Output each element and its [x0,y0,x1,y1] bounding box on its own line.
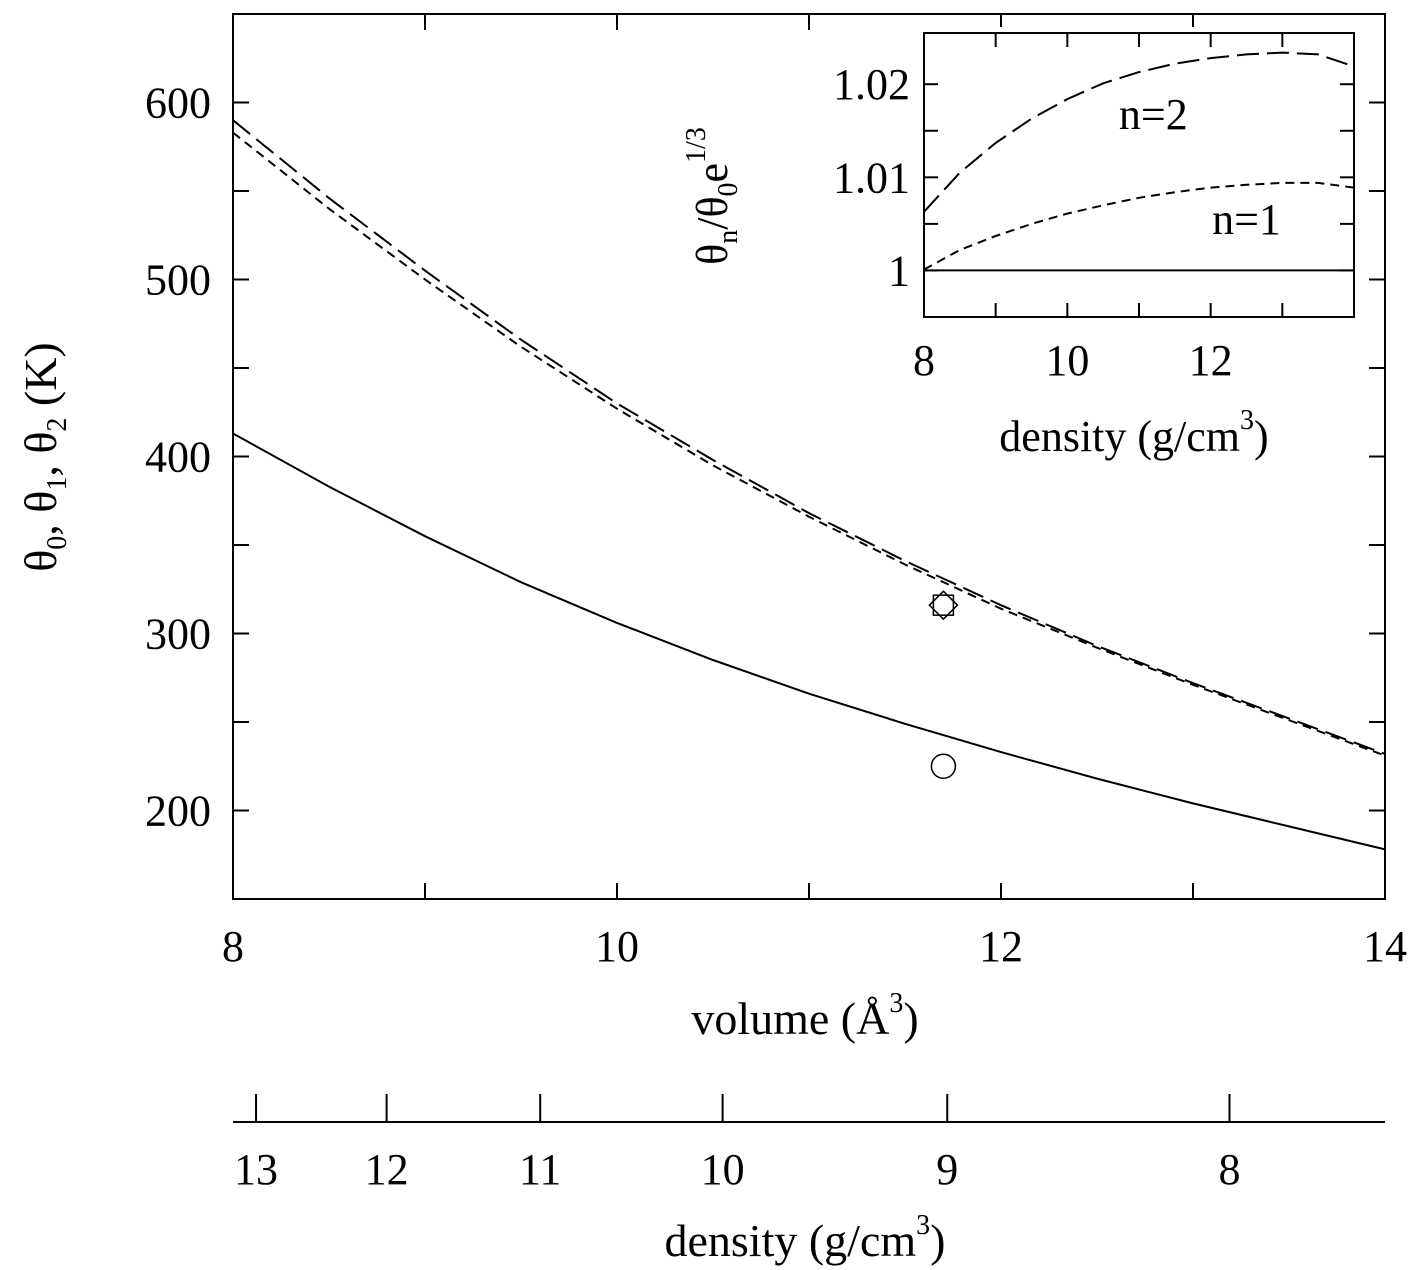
inset-y-label-theta: /θ [688,196,737,229]
secondary-axis-label-end: ) [930,1215,945,1266]
inset-y-axis-label: θn/θ0e1/3 [681,127,744,265]
y-label-sub: 0 [42,536,73,550]
x-axis-label: volume (Å3) [691,988,918,1044]
inset-y-label-e: e [688,163,737,183]
secondary-axis-label-sup: 3 [916,1210,930,1241]
y-tick-label: 500 [145,256,211,305]
y-label-sub: 1 [42,477,73,491]
x-tick-label: 12 [979,922,1023,971]
secondary-tick-label: 10 [701,1145,745,1194]
marker-diamond [928,590,959,621]
series-line-solid [232,432,1386,851]
secondary-tick-label: 12 [365,1145,409,1194]
marker-square [932,594,955,616]
density-secondary-axis: 13 12 11 10 9 8 density (g/cm3) [233,1094,1385,1266]
y-tick-label: 200 [145,787,211,836]
inset-x-axis-label-sup: 3 [1240,405,1254,436]
marker-circle [930,753,957,779]
secondary-tick-label: 9 [936,1145,958,1194]
inset-chart: 8 10 12 1 1.01 1.02 n=2 n=1 density (g/cm3) θn/θ0… [681,27,1360,461]
secondary-tick-label: 8 [1218,1145,1240,1194]
y-axis-label: θ0, θ1, θ2 (K) [15,342,73,572]
inset-y-label-theta: θ [688,244,737,265]
y-label-theta: θ [15,550,66,572]
secondary-axis-label-text: density (g/cm [664,1215,916,1266]
x-axis-label-end: ) [903,993,918,1044]
x-tick-label: 10 [1045,336,1089,385]
y-tick-label: 1.01 [833,153,910,202]
inset-background [918,27,1360,323]
x-tick-label: 10 [595,922,639,971]
x-axis-label-sup: 3 [889,988,903,1019]
inset-x-axis-label-end: ) [1254,412,1269,461]
y-label-unit: (K) [15,342,66,417]
x-tick-label: 8 [913,336,935,385]
series-line-n1 [923,181,1355,271]
y-label-theta: , θ [15,491,66,536]
secondary-axis-label: density (g/cm3) [664,1210,945,1266]
inset-y-label-sub: 0 [713,182,744,196]
inset-y-label-sup: 1/3 [681,127,712,163]
series-line-long-dash [232,119,1386,755]
x-axis-label-text: volume (Å [691,993,889,1044]
inset-annotation-n2: n=2 [1119,90,1188,139]
secondary-tick-label: 13 [234,1145,278,1194]
x-tick-label: 14 [1363,922,1407,971]
y-tick-label: 400 [145,433,211,482]
inset-x-axis-label-text: density (g/cm [999,412,1240,461]
y-tick-label: 1.02 [833,60,910,109]
x-tick-label: 8 [222,922,244,971]
y-label-sub: 2 [42,418,73,432]
inset-x-axis-label: density (g/cm3) [999,405,1268,461]
series-line-short-dash [232,131,1386,757]
y-tick-label: 300 [145,610,211,659]
y-tick-label: 600 [145,79,211,128]
inset-annotation-n1: n=1 [1212,195,1281,244]
inset-y-label-sub: n [713,230,744,244]
secondary-tick-label: 11 [519,1145,561,1194]
y-label-theta: , θ [15,432,66,477]
x-tick-label: 12 [1189,336,1233,385]
y-tick-label: 1 [888,246,910,295]
series-line-n2 [923,51,1355,213]
